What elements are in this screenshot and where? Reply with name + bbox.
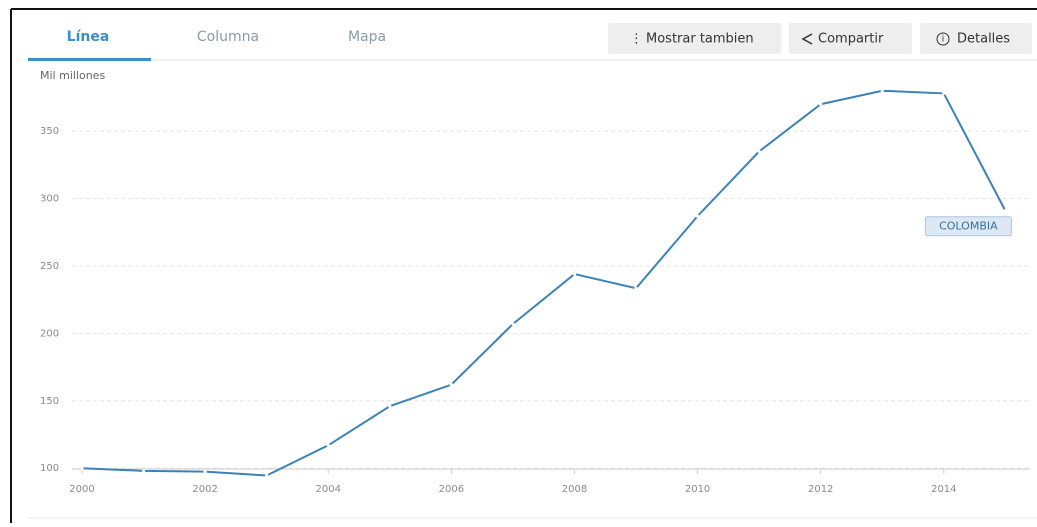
point	[1003, 209, 1007, 213]
series-label-box	[924, 216, 1012, 237]
point	[265, 473, 269, 478]
point	[80, 466, 84, 470]
icon: i	[942, 35, 945, 45]
icon: ⋮	[630, 32, 643, 47]
y-tick-label: 200	[40, 328, 59, 339]
x-tick-label: 2014	[931, 484, 956, 495]
point	[634, 286, 638, 290]
x-tick-label: 2004	[316, 484, 341, 495]
y-tick-label: 300	[40, 194, 59, 205]
point	[757, 149, 761, 154]
point	[942, 91, 946, 96]
y-tick-label: 250	[40, 261, 59, 272]
y-tick-label: 350	[40, 126, 59, 137]
button[interactable]	[608, 23, 781, 54]
point	[203, 469, 207, 474]
button[interactable]	[920, 23, 1032, 54]
point	[880, 89, 884, 93]
x-tick-label: 2006	[439, 484, 464, 495]
x-tick-label: 2002	[192, 484, 217, 495]
x-tick-label: 2008	[562, 484, 587, 495]
x-tick-label: 2010	[685, 484, 710, 495]
point	[572, 272, 577, 276]
x-tick-label: 2000	[69, 484, 94, 495]
y-axis-label: Mil millones	[40, 69, 105, 82]
point	[326, 443, 330, 447]
button-label: Mostrar tambien	[646, 32, 754, 47]
tab[interactable]: Mapa	[348, 29, 386, 45]
point	[388, 404, 392, 408]
tab-active[interactable]: Línea	[67, 29, 110, 45]
x-tick-label: 2012	[808, 484, 833, 495]
button[interactable]	[789, 23, 912, 54]
icon	[936, 32, 950, 46]
point	[449, 383, 453, 387]
button-label: Detalles	[957, 32, 1010, 47]
tab-underline	[28, 58, 151, 61]
tab[interactable]: Columna	[197, 29, 259, 45]
series-line	[81, 89, 1007, 477]
y-tick-label: 150	[40, 396, 59, 407]
series-label: COLOMBIA	[939, 220, 998, 233]
point	[511, 322, 515, 326]
point	[695, 214, 700, 218]
point	[819, 102, 823, 106]
button-label: Compartir	[818, 32, 884, 47]
point	[141, 469, 146, 473]
y-tick-label: 100	[40, 463, 59, 474]
icon	[801, 33, 813, 45]
